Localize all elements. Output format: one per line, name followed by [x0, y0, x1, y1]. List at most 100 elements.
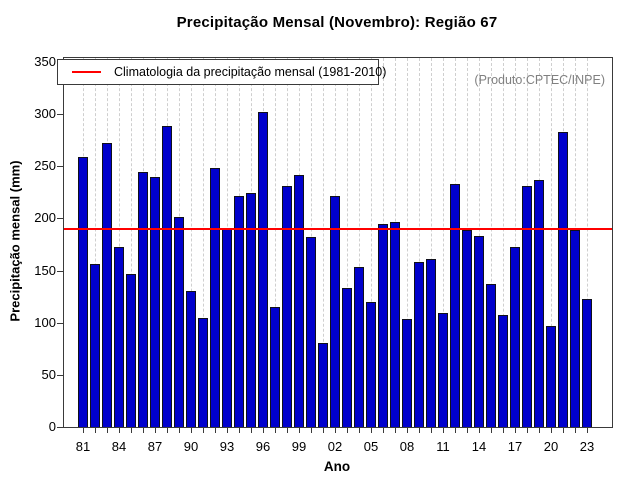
x-tick-label: 14	[471, 439, 487, 454]
gridline	[119, 58, 120, 427]
y-tick-label: 250	[34, 158, 56, 174]
y-tick-label: 50	[41, 366, 56, 382]
x-tick	[83, 427, 84, 433]
x-tick-label: 90	[183, 439, 199, 454]
y-tick-label: 200	[34, 210, 56, 226]
gridline	[95, 58, 96, 427]
bar	[198, 317, 208, 427]
y-tick	[57, 374, 64, 376]
gridline	[551, 58, 552, 427]
bar	[222, 228, 232, 427]
x-tick	[311, 427, 312, 433]
chart-title: Precipitação Mensal (Novembro): Região 6…	[176, 14, 498, 31]
bar	[162, 125, 172, 427]
x-tick	[287, 427, 288, 433]
x-tick	[395, 427, 396, 433]
x-tick-label: 17	[507, 439, 523, 454]
x-tick-label: 05	[363, 439, 379, 454]
x-tick	[263, 427, 264, 433]
x-tick	[227, 427, 228, 433]
bar	[330, 195, 340, 427]
bar	[522, 186, 532, 427]
x-tick	[347, 427, 348, 433]
bar	[438, 313, 448, 427]
y-tick	[57, 114, 64, 116]
x-tick	[527, 427, 528, 433]
x-tick-label: 02	[327, 439, 343, 454]
x-tick	[371, 427, 372, 433]
x-tick	[443, 427, 444, 433]
x-tick-label: 11	[436, 439, 450, 454]
gridline	[503, 58, 504, 427]
y-tick	[57, 166, 64, 168]
x-tick-label: 84	[111, 439, 127, 454]
x-tick	[215, 427, 216, 433]
y-axis-label: Precipitação mensal (mm)	[7, 160, 23, 322]
bar	[342, 288, 352, 427]
bar	[306, 237, 316, 427]
x-tick	[407, 427, 408, 433]
x-tick	[455, 427, 456, 433]
y-tick	[57, 218, 64, 220]
gridline	[419, 58, 420, 427]
x-tick	[503, 427, 504, 433]
x-tick	[239, 427, 240, 433]
x-tick	[359, 427, 360, 433]
y-tick	[57, 427, 64, 428]
x-tick	[143, 427, 144, 433]
gridline	[431, 58, 432, 427]
x-tick	[95, 427, 96, 433]
bar	[426, 259, 436, 427]
gridline	[323, 58, 324, 427]
x-tick	[563, 427, 564, 433]
x-tick	[251, 427, 252, 433]
x-tick-label: 81	[75, 439, 91, 454]
bar	[234, 195, 244, 427]
source-annotation: (Produto:CPTEC/INPE)	[474, 73, 605, 87]
bar	[474, 236, 484, 427]
x-tick-label: 23	[579, 439, 595, 454]
x-tick	[179, 427, 180, 433]
climatology-line	[64, 227, 612, 230]
x-tick	[515, 427, 516, 433]
x-tick	[107, 427, 108, 433]
x-tick	[539, 427, 540, 433]
legend-line-sample	[72, 71, 101, 73]
x-tick-label: 87	[147, 439, 163, 454]
x-tick-label: 08	[399, 439, 415, 454]
bar	[570, 229, 580, 427]
y-tick-label: 100	[34, 314, 56, 330]
x-tick	[491, 427, 492, 433]
bar	[498, 315, 508, 427]
x-tick-label: 96	[255, 439, 271, 454]
gridline	[371, 58, 372, 427]
x-tick	[167, 427, 168, 433]
x-tick	[119, 427, 120, 433]
bar	[78, 156, 88, 427]
x-tick	[479, 427, 480, 433]
gridline	[275, 58, 276, 427]
gridline	[359, 58, 360, 427]
bar	[414, 262, 424, 427]
bar	[270, 307, 280, 427]
bar	[282, 186, 292, 427]
gridline	[587, 58, 588, 427]
legend: Climatologia da precipitação mensal (198…	[57, 59, 386, 85]
y-tick	[57, 270, 64, 272]
x-tick	[419, 427, 420, 433]
gridline	[491, 58, 492, 427]
y-tick-label: 300	[34, 106, 56, 122]
x-tick	[323, 427, 324, 433]
bar	[450, 184, 460, 427]
x-tick	[335, 427, 336, 433]
x-tick	[467, 427, 468, 433]
gridline	[515, 58, 516, 427]
bar	[126, 273, 136, 427]
bar	[90, 264, 100, 427]
gridline	[347, 58, 348, 427]
x-tick-label: 99	[291, 439, 307, 454]
gridline	[443, 58, 444, 427]
bar	[186, 291, 196, 427]
bar	[366, 301, 376, 427]
